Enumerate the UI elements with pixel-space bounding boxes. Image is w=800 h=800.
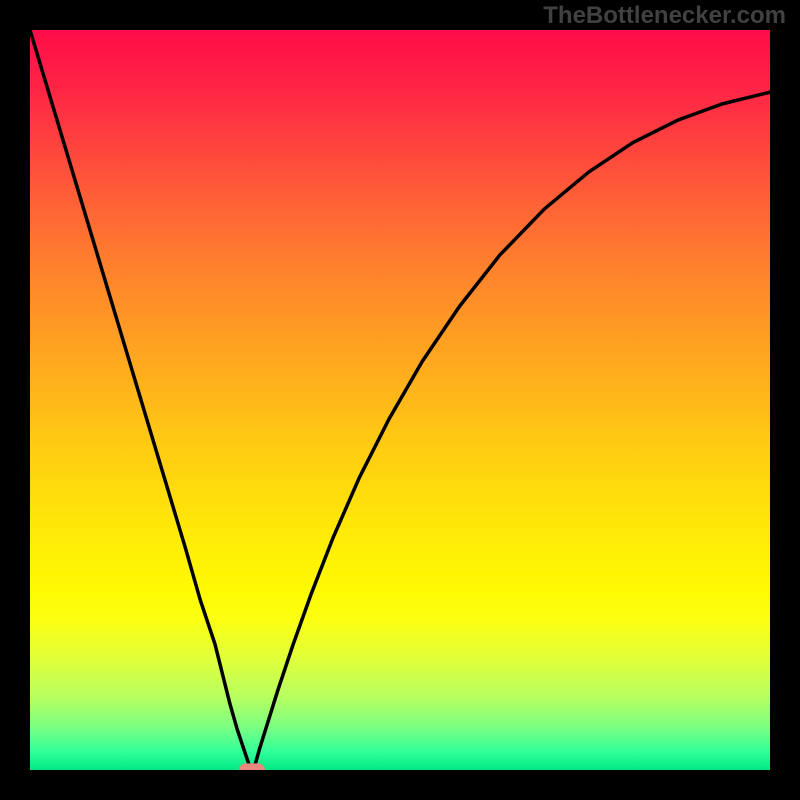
chart-frame: TheBottlenecker.com — [0, 0, 800, 800]
optimum-marker — [239, 763, 265, 770]
plot-area — [30, 30, 770, 770]
watermark-text: TheBottlenecker.com — [543, 2, 786, 30]
plot-svg — [30, 30, 770, 770]
